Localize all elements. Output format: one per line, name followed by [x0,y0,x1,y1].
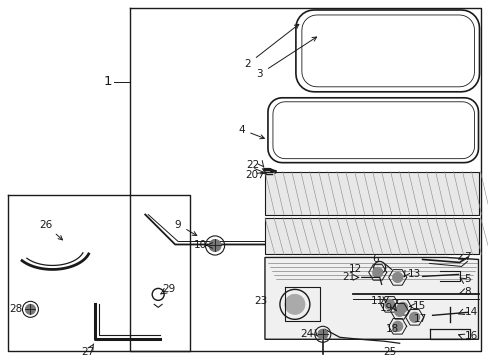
Text: 28: 28 [9,304,22,314]
Text: 2: 2 [244,24,298,69]
Circle shape [384,300,394,309]
Text: 12: 12 [348,265,361,274]
Text: 16: 16 [464,331,477,341]
Text: 3: 3 [256,37,316,79]
Circle shape [285,294,304,314]
Circle shape [317,329,327,339]
Circle shape [392,321,402,331]
Text: 29: 29 [162,284,175,294]
Text: 27: 27 [81,347,95,357]
Text: 20: 20 [244,170,258,180]
Text: 14: 14 [464,307,477,317]
Text: 6: 6 [372,255,378,265]
Polygon shape [264,257,478,339]
Text: 18: 18 [385,324,399,334]
Text: 21: 21 [342,273,355,282]
Text: 19: 19 [379,303,392,313]
Text: 4: 4 [238,125,264,139]
Text: 13: 13 [407,269,420,279]
Text: 9: 9 [175,220,196,235]
Circle shape [209,239,221,252]
Text: 24: 24 [300,329,313,339]
Text: 15: 15 [412,301,425,311]
Text: 5: 5 [464,274,470,284]
Polygon shape [264,172,478,215]
Circle shape [409,312,419,322]
Polygon shape [264,217,478,255]
Text: 7: 7 [464,252,470,262]
Circle shape [394,306,404,316]
Text: 25: 25 [382,347,395,357]
Circle shape [392,273,402,282]
Text: 10: 10 [194,240,206,251]
Circle shape [25,304,35,314]
Text: 8: 8 [464,287,470,297]
Text: 26: 26 [39,220,62,240]
Circle shape [397,302,407,312]
Text: 22: 22 [246,159,260,170]
Text: 17: 17 [413,314,427,324]
Text: 1: 1 [103,75,112,88]
Text: 11: 11 [370,296,383,306]
Circle shape [372,267,382,278]
Text: 23: 23 [254,296,267,306]
